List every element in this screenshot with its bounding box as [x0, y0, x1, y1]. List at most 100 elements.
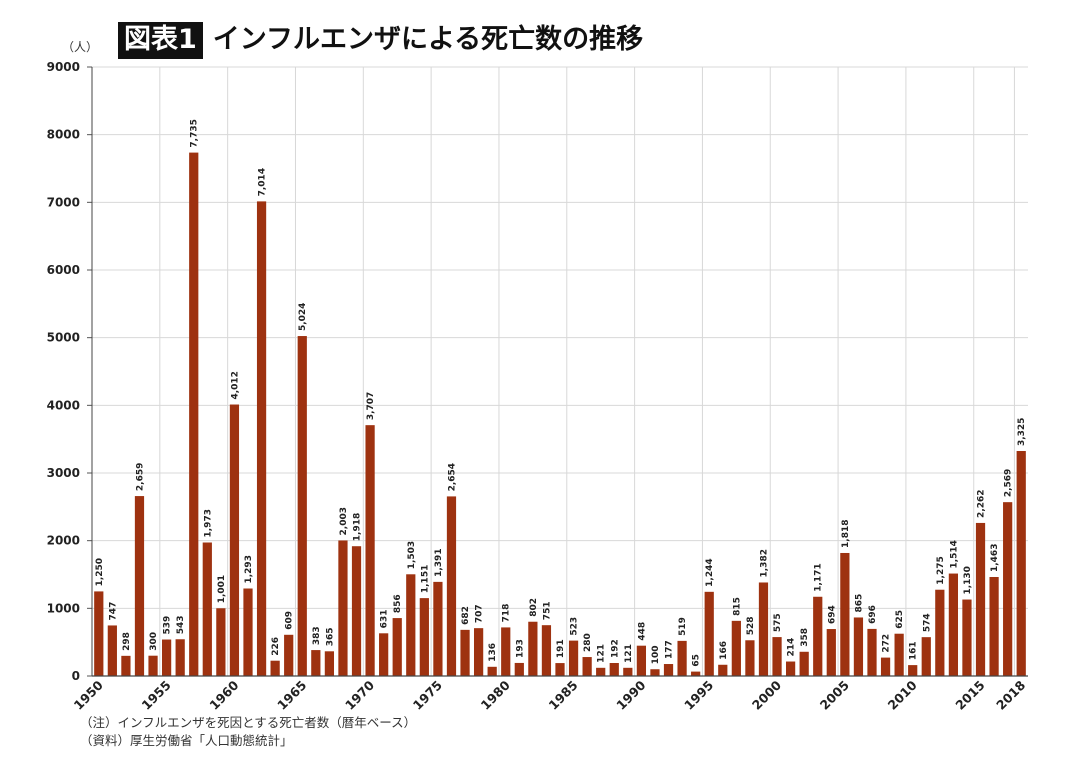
data-label-2003: 1,171	[814, 563, 824, 591]
data-label-2008: 272	[882, 634, 892, 653]
bar-1957	[189, 152, 199, 676]
data-label-2006: 865	[854, 594, 864, 613]
y-tick-label: 5000	[47, 331, 80, 345]
bar-2011	[921, 637, 931, 676]
data-label-1967: 365	[325, 628, 335, 647]
data-label-1974: 1,151	[420, 565, 430, 593]
bar-1970	[365, 425, 375, 676]
y-tick-label: 9000	[47, 60, 80, 74]
data-label-1979: 136	[488, 643, 498, 662]
data-label-1993: 519	[678, 617, 688, 636]
bar-1993	[677, 640, 687, 676]
data-label-1988: 192	[610, 639, 620, 658]
bar-1980	[501, 627, 511, 676]
data-label-1995: 1,244	[705, 558, 715, 586]
bar-1960	[229, 404, 240, 676]
x-tick-label: 1995	[681, 678, 716, 712]
data-label-1990: 448	[637, 622, 647, 641]
data-label-2018: 3,325	[1017, 418, 1027, 446]
bar-2010	[908, 665, 918, 676]
x-tick-label: 2005	[817, 678, 852, 712]
bar-2017	[1003, 502, 1013, 676]
bar-1985	[568, 640, 579, 676]
x-tick-label: 2018	[993, 678, 1028, 712]
bar-1987	[596, 667, 606, 676]
x-tick-label: 1955	[139, 678, 174, 712]
x-tick-label: 1990	[613, 677, 648, 712]
footnotes: （注）インフルエンザを死因とする死亡者数（暦年ベース） （資料）厚生労働省「人口…	[80, 714, 416, 750]
note-line-2: （資料）厚生労働省「人口動態統計」	[80, 733, 293, 748]
x-tick-label: 1965	[274, 678, 309, 712]
data-label-1959: 1,001	[217, 575, 227, 603]
bar-1968	[338, 540, 348, 676]
data-label-1970: 3,707	[366, 392, 376, 420]
bar-2012	[935, 589, 945, 676]
bar-1997	[731, 620, 741, 676]
data-label-1998: 528	[746, 616, 756, 635]
bar-1984	[555, 663, 565, 676]
bar-1972	[392, 618, 402, 676]
data-labels: 1,250 747 298 2,659 300 539 543 7,735 1,973 1,001…	[95, 119, 1027, 666]
data-label-1950: 1,250	[95, 558, 105, 586]
y-tick-label: 7000	[47, 195, 80, 209]
bar-1961	[243, 588, 253, 676]
y-tick-label: 3000	[47, 466, 80, 480]
data-label-2015: 2,262	[977, 489, 987, 517]
bar-1974	[419, 598, 429, 676]
bar-1990	[636, 645, 647, 676]
y-axis-unit-label: （人）	[62, 40, 99, 54]
data-label-1975: 1,391	[434, 548, 444, 576]
data-label-1999: 1,382	[759, 549, 769, 577]
bar-2000	[772, 637, 782, 676]
bar-1967	[324, 651, 335, 676]
y-tick-label: 6000	[47, 263, 80, 277]
data-label-1956: 543	[176, 615, 186, 634]
bar-2009	[894, 633, 904, 676]
data-label-2001: 214	[787, 638, 797, 657]
bar-2008	[880, 657, 891, 676]
data-label-1951: 747	[108, 602, 118, 621]
bar-1995	[704, 591, 714, 676]
x-tick-label: 1975	[410, 678, 445, 712]
x-tick-label: 2010	[885, 677, 920, 712]
bar-1958	[202, 542, 212, 676]
bar-1994	[691, 671, 701, 676]
data-label-1978: 707	[475, 604, 485, 623]
data-label-1973: 1,503	[407, 541, 417, 569]
bar-1955	[161, 639, 172, 676]
figure-badge: 図表1	[118, 21, 203, 59]
note-line-1: （注）インフルエンザを死因とする死亡者数（暦年ベース）	[80, 715, 417, 730]
bar-1964	[284, 634, 294, 676]
bar-1991	[650, 669, 660, 676]
bar-2006	[853, 617, 864, 676]
data-label-2017: 2,569	[1004, 469, 1014, 497]
x-tick-label: 2000	[749, 677, 784, 712]
y-tick-label: 0	[72, 669, 80, 683]
data-label-1960: 4,012	[230, 371, 240, 399]
data-label-1962: 7,014	[258, 168, 268, 196]
x-tick-label: 1970	[342, 677, 377, 712]
bar-2018	[1016, 451, 1026, 676]
bar-2015	[975, 522, 986, 676]
data-label-2004: 694	[827, 605, 837, 624]
y-tick-label: 4000	[47, 398, 80, 412]
bar-1959	[216, 608, 226, 676]
bar-chart: 1,250 747 298 2,659 300 539 543 7,735 1,973 1,001…	[47, 60, 1029, 712]
data-label-1980: 718	[502, 604, 512, 623]
data-label-2000: 575	[773, 613, 783, 632]
chart-title: 図表1 インフルエンザによる死亡数の推移	[118, 20, 643, 60]
data-label-1953: 2,659	[135, 463, 145, 491]
bar-2004	[826, 629, 836, 676]
data-label-1992: 177	[665, 640, 675, 659]
bar-2003	[813, 596, 823, 676]
data-label-1985: 523	[570, 617, 580, 636]
x-tick-label: 1980	[478, 677, 513, 712]
bar-1979	[487, 666, 497, 676]
data-label-1996: 166	[719, 641, 729, 660]
bar-1999	[758, 582, 769, 676]
y-tick-label: 2000	[47, 534, 80, 548]
data-label-1986: 280	[583, 633, 593, 652]
data-label-1971: 631	[380, 610, 390, 629]
bar-1976	[446, 496, 457, 676]
bar-1973	[406, 574, 416, 676]
